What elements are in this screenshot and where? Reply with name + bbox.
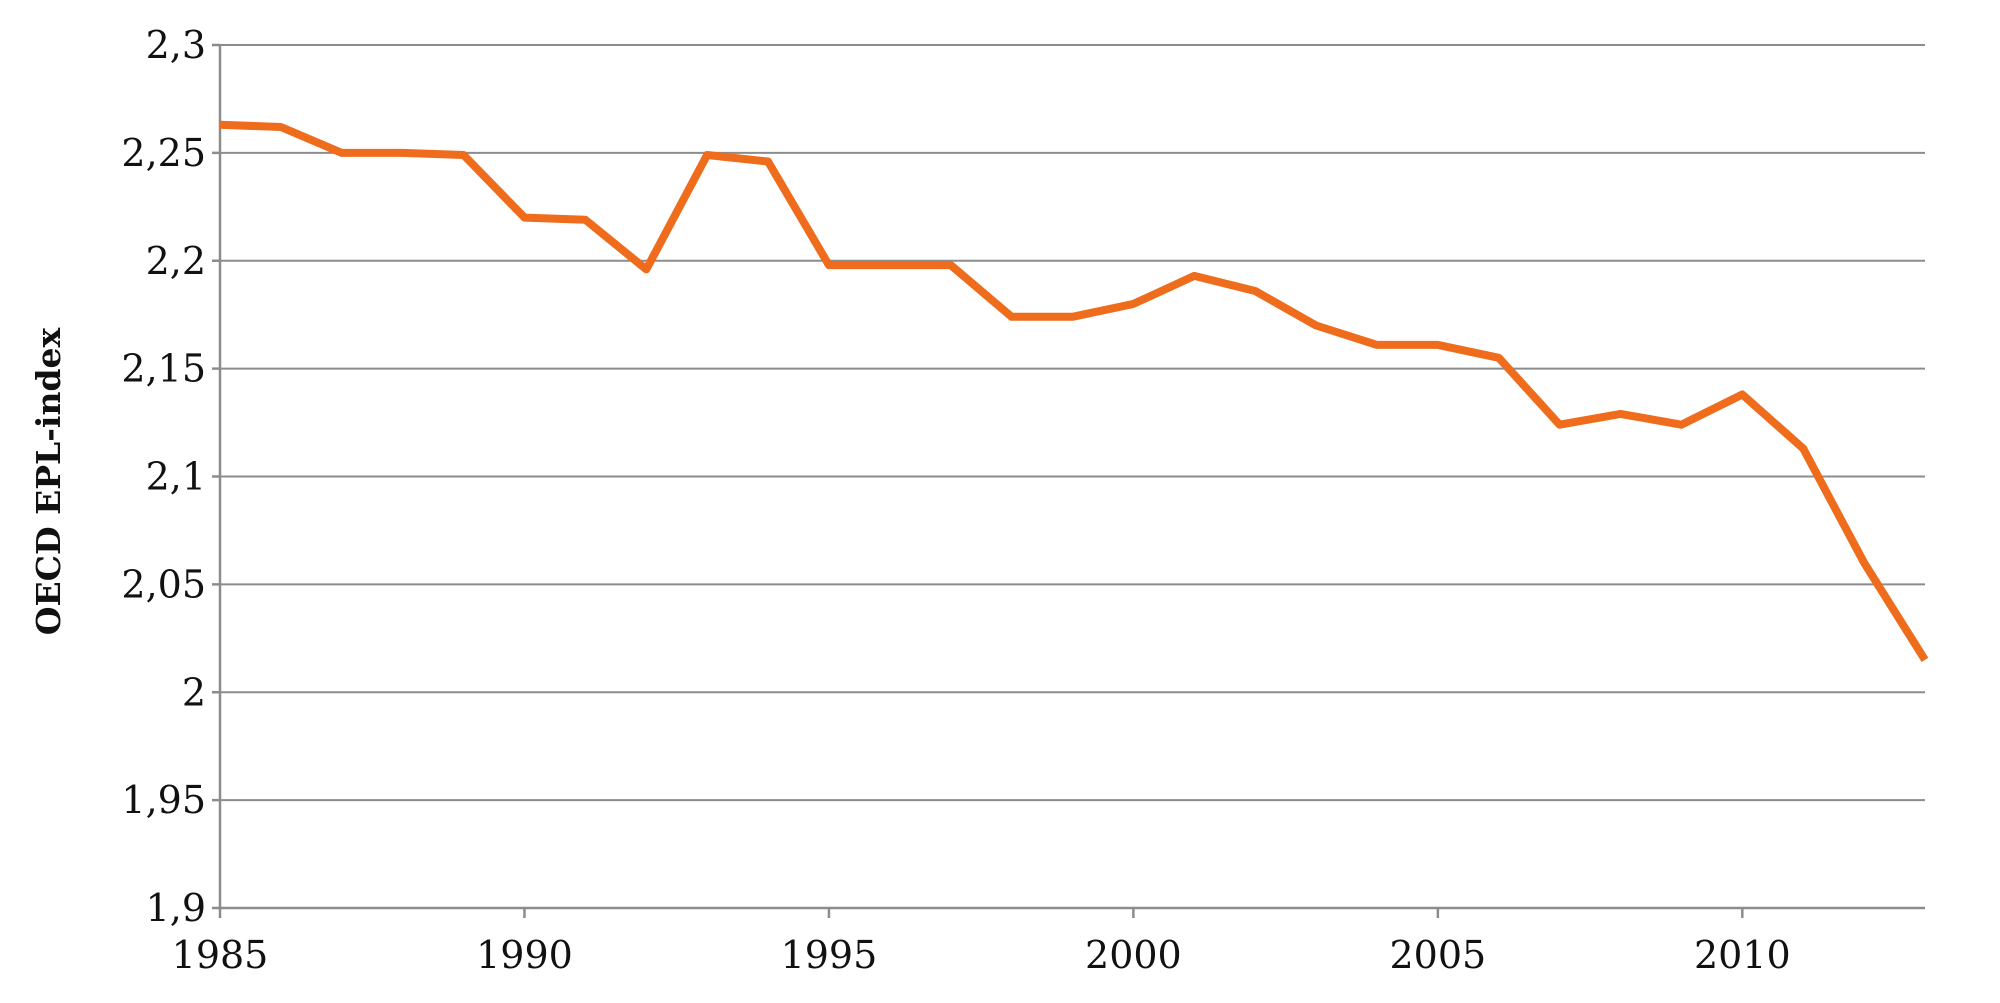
y-tick-label: 2 <box>182 670 206 714</box>
x-axis-ticks: 1985 1990 1995 2000 2005 2010 <box>172 908 1791 977</box>
y-axis-title: OECD EPL-index <box>29 327 68 635</box>
x-tick-label: 1995 <box>781 933 878 977</box>
x-tick-label: 2005 <box>1389 933 1486 977</box>
y-tick-label: 2,25 <box>121 131 206 175</box>
x-tick-label: 1985 <box>172 933 269 977</box>
y-tick-label: 2,05 <box>121 562 206 606</box>
y-tick-label: 2,15 <box>121 347 206 391</box>
x-tick-label: 1990 <box>476 933 573 977</box>
series-line <box>219 120 1929 663</box>
y-tick-label: 1,95 <box>121 778 206 822</box>
y-axis-ticks: 1,9 1,95 2 2,05 2,1 2,15 2,2 2,25 2,3 <box>121 23 220 930</box>
y-tick-label: 2,2 <box>146 239 206 283</box>
gridlines <box>220 44 1925 802</box>
y-tick-label: 2,1 <box>146 455 206 499</box>
x-tick-label: 2000 <box>1085 933 1182 977</box>
x-tick-label: 2010 <box>1694 933 1791 977</box>
y-tick-label: 1,9 <box>146 886 206 930</box>
series-lines <box>219 120 1929 663</box>
y-tick-label: 2,3 <box>146 23 206 67</box>
